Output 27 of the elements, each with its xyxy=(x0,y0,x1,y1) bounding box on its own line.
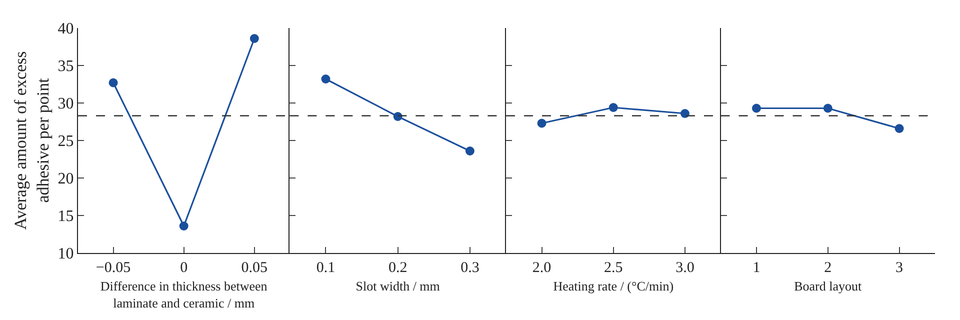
x-axis-title: Heating rate / (°C/min) xyxy=(553,278,674,294)
point xyxy=(250,34,259,43)
x-tick-label: 0.3 xyxy=(460,260,480,276)
x-axis-title: Difference in thickness between laminate and ceramic / mm xyxy=(100,278,268,310)
x-tick-label: 2 xyxy=(824,260,832,276)
point xyxy=(179,222,188,230)
y-tick-label: 40 xyxy=(58,20,74,38)
y-tick-label: 35 xyxy=(58,58,74,76)
x-tick-label: 0.1 xyxy=(316,260,336,276)
point xyxy=(108,78,118,88)
x-tick-label: 2.0 xyxy=(532,260,552,276)
x-tick-label: 0.05 xyxy=(241,260,268,276)
x-axis-title: Slot width / mm xyxy=(356,278,440,294)
y-tick-label: 30 xyxy=(58,96,74,113)
x-axis-title: Board layout xyxy=(794,278,862,294)
x-tick-label: −0.05 xyxy=(96,260,131,276)
x-tick-label: 1 xyxy=(752,260,760,276)
x-tick-label: 0.2 xyxy=(388,260,408,276)
y-tick-label: 15 xyxy=(58,208,74,226)
y-tick-label: 10 xyxy=(58,246,74,263)
y-tick-label: 25 xyxy=(58,133,74,150)
y-axis-title: Average amount of excess adhesive per point xyxy=(11,51,52,230)
x-tick-label: 2.5 xyxy=(604,260,623,276)
x-tick-label: 3 xyxy=(896,260,904,276)
x-tick-label: 0 xyxy=(180,260,188,276)
x-tick-label: 3.0 xyxy=(676,260,694,276)
y-tick-label: 20 xyxy=(58,170,74,188)
